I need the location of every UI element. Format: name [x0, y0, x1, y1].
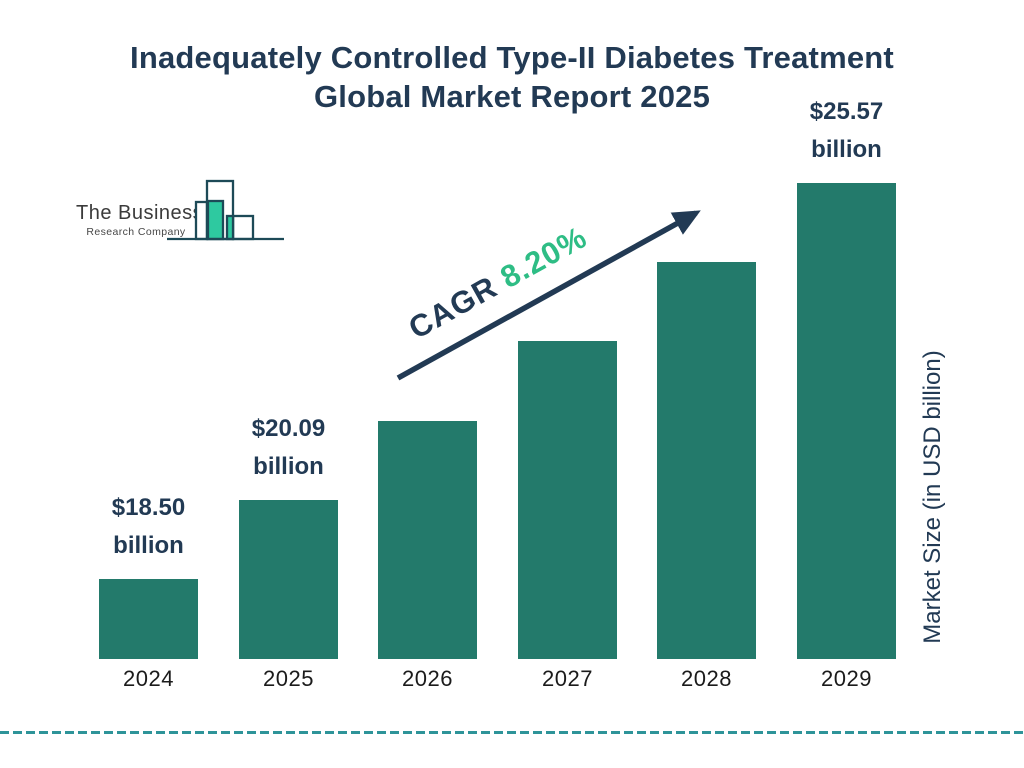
- company-name: The Business: [76, 202, 204, 224]
- value-label-2024: $18.50 billion: [112, 489, 185, 565]
- value-label-2025: $20.09 billion: [252, 410, 325, 486]
- y-axis-label: Market Size (in USD billion): [919, 350, 946, 644]
- page-title-line2: Global Market Report 2025: [313, 79, 711, 114]
- value-label-line: $25.57: [809, 98, 884, 125]
- value-label-line: billion: [253, 453, 324, 480]
- page-title: Inadequately Controlled Type-II Diabetes…: [0, 38, 1024, 116]
- year-label-2028: 2028: [681, 666, 732, 691]
- value-label-line: $20.09: [251, 415, 326, 442]
- value-label-line: $18.50: [111, 494, 186, 521]
- company-subname: Research Company: [86, 226, 186, 238]
- bar-chart-logo-icon: [167, 179, 284, 241]
- footer-dashed-divider: [0, 731, 1024, 734]
- company-logo: The Business Research Company: [70, 178, 290, 248]
- value-label-line: billion: [113, 532, 184, 559]
- bar-2025: [239, 500, 338, 659]
- value-label-line: billion: [811, 136, 882, 163]
- page-title-line1: Inadequately Controlled Type-II Diabetes…: [130, 40, 894, 75]
- bar-2029: [797, 183, 896, 659]
- growth-arrow: [396, 210, 701, 381]
- year-label-2025: 2025: [263, 666, 314, 691]
- year-label-2029: 2029: [821, 666, 872, 691]
- year-label-2024: 2024: [123, 666, 174, 691]
- bar-2026: [378, 421, 477, 659]
- value-label-2029: $25.57 billion: [810, 93, 883, 169]
- year-label-2027: 2027: [542, 666, 593, 691]
- bar-2027: [518, 341, 617, 659]
- bar-2028: [657, 262, 756, 659]
- company-logo-text: The Business Research Company: [76, 202, 204, 238]
- year-label-2026: 2026: [402, 666, 453, 691]
- bar-2024: [99, 579, 198, 659]
